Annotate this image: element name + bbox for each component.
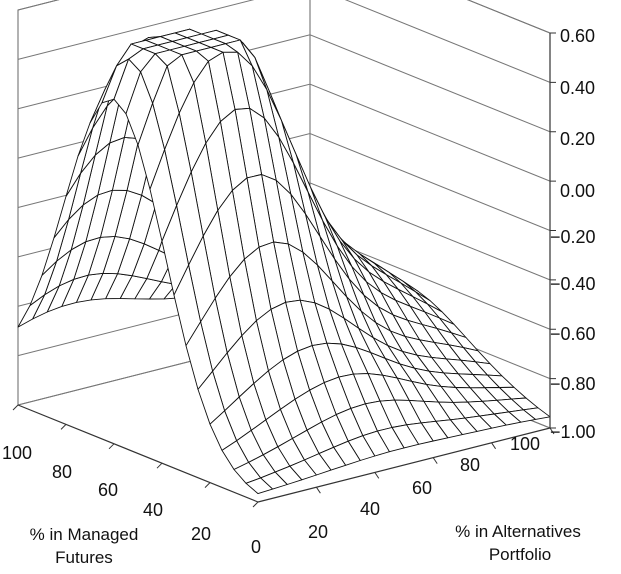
x-tick-label: 40 <box>143 500 163 520</box>
y-tick-mark <box>374 472 380 479</box>
y-tick-label: 80 <box>460 455 480 475</box>
surface-mesh <box>17 28 551 495</box>
x-tick-mark <box>60 424 67 430</box>
y-tick-mark <box>432 457 438 464</box>
y-tick-label: 60 <box>412 478 432 498</box>
x-tick-mark <box>12 404 19 411</box>
y-axis-title: Portfolio <box>489 545 551 564</box>
x-axis-title: Futures <box>55 548 113 567</box>
y-tick-mark <box>315 486 321 494</box>
x-tick-mark <box>156 462 163 469</box>
x-axis-title: % in Managed <box>30 525 139 544</box>
x-tick-mark <box>108 443 115 450</box>
x-tick-mark <box>204 482 211 488</box>
z-tick-label: 0.20 <box>560 129 595 149</box>
x-tick-label: 20 <box>191 524 211 544</box>
z-tick-label: −1.00 <box>550 422 596 442</box>
y-tick-mark <box>491 442 497 450</box>
gridline <box>17 0 551 83</box>
y-axis-title: % in Alternatives <box>455 522 581 541</box>
x-tick-mark <box>252 501 259 508</box>
y-axis-line <box>257 427 551 503</box>
z-tick-label: 0.00 <box>560 181 595 201</box>
z-tick-label: −0.80 <box>550 374 596 394</box>
z-tick-label: 0.60 <box>560 26 595 46</box>
x-tick-label: 0 <box>251 537 261 557</box>
z-axis-tick-labels: 0.60 0.40 0.20 0.00 −0.20 −0.40 −0.60 −0… <box>550 26 596 442</box>
z-tick-label: −0.20 <box>550 227 596 247</box>
gridline <box>17 0 551 34</box>
x-tick-label: 60 <box>98 480 118 500</box>
x-axis-line <box>17 404 259 503</box>
surface-cell <box>245 477 274 495</box>
y-tick-mark <box>549 427 555 435</box>
y-tick-label: 40 <box>360 499 380 519</box>
y-tick-label: 20 <box>308 522 328 542</box>
z-tick-label: −0.60 <box>550 324 596 344</box>
z-tick-label: −0.40 <box>550 274 596 294</box>
y-tick-label: 100 <box>510 434 540 454</box>
y-axis-tick-labels: 20 40 60 80 100 <box>308 434 540 542</box>
z-tick-label: 0.40 <box>560 78 595 98</box>
x-tick-label: 100 <box>2 443 32 463</box>
x-tick-label: 80 <box>52 462 72 482</box>
x-axis-tick-labels: 100 80 60 40 20 0 <box>2 443 261 557</box>
axes <box>12 32 556 508</box>
